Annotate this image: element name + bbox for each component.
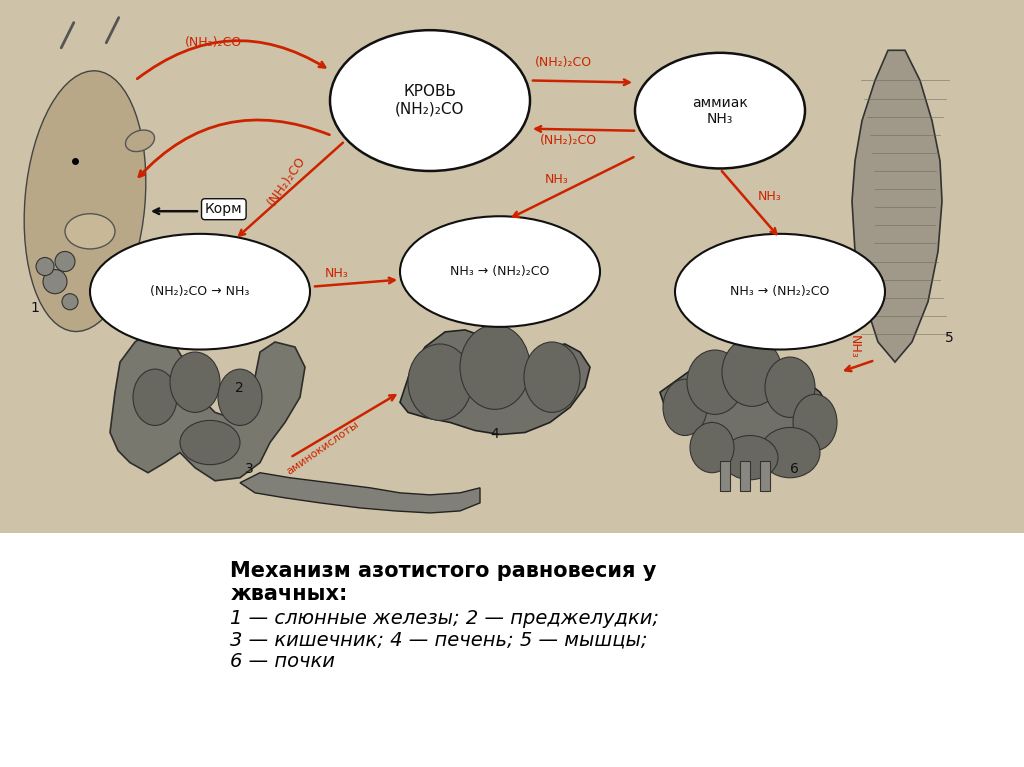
Text: аммиак
NH₃: аммиак NH₃ xyxy=(692,96,748,126)
FancyArrowPatch shape xyxy=(61,22,74,48)
Text: КРОВЬ
(NH₂)₂CO: КРОВЬ (NH₂)₂CO xyxy=(395,84,465,117)
Ellipse shape xyxy=(760,427,820,478)
Ellipse shape xyxy=(460,325,530,410)
Ellipse shape xyxy=(675,234,885,350)
Bar xyxy=(720,461,730,491)
Text: 3: 3 xyxy=(245,462,254,476)
Ellipse shape xyxy=(635,53,805,169)
Text: NH₃ → (NH₂)₂CO: NH₃ → (NH₂)₂CO xyxy=(451,265,550,278)
Ellipse shape xyxy=(687,350,743,414)
Ellipse shape xyxy=(793,394,837,450)
Text: 3 — кишечник; 4 — печень; 5 — мышцы;: 3 — кишечник; 4 — печень; 5 — мышцы; xyxy=(230,630,648,650)
Text: (NH₂)₂CO: (NH₂)₂CO xyxy=(540,134,597,147)
Ellipse shape xyxy=(690,423,734,472)
Ellipse shape xyxy=(663,379,707,436)
Text: NH₃: NH₃ xyxy=(325,267,349,280)
Circle shape xyxy=(62,294,78,310)
Polygon shape xyxy=(660,352,835,465)
Circle shape xyxy=(55,252,75,272)
Ellipse shape xyxy=(170,352,220,413)
Text: NH₃: NH₃ xyxy=(545,173,568,186)
Text: Корм: Корм xyxy=(205,202,243,216)
Text: (NH₂)₂CO: (NH₂)₂CO xyxy=(265,154,308,208)
Polygon shape xyxy=(852,51,942,362)
Text: NH₃: NH₃ xyxy=(758,189,781,202)
Circle shape xyxy=(43,269,67,294)
Text: NH₃ → (NH₂)₂CO: NH₃ → (NH₂)₂CO xyxy=(730,285,829,298)
Text: Механизм азотистого равновесия у: Механизм азотистого равновесия у xyxy=(230,561,656,581)
Bar xyxy=(740,461,750,491)
Polygon shape xyxy=(400,330,590,434)
Ellipse shape xyxy=(330,30,530,171)
Text: 1 — слюнные железы; 2 — преджелудки;: 1 — слюнные железы; 2 — преджелудки; xyxy=(230,609,659,628)
Text: 1: 1 xyxy=(30,301,39,314)
Ellipse shape xyxy=(765,357,815,417)
Ellipse shape xyxy=(408,344,472,420)
Polygon shape xyxy=(110,332,305,481)
Text: (NH₂)₂CO: (NH₂)₂CO xyxy=(535,56,592,69)
Text: 6: 6 xyxy=(790,462,799,476)
Text: (NH₂)₂CO: (NH₂)₂CO xyxy=(185,36,242,49)
Ellipse shape xyxy=(180,420,240,465)
Ellipse shape xyxy=(400,216,600,327)
Text: (NH₂)₂CO → NH₃: (NH₂)₂CO → NH₃ xyxy=(151,285,250,298)
Ellipse shape xyxy=(722,338,782,407)
Bar xyxy=(760,461,770,491)
Text: 2: 2 xyxy=(234,381,244,395)
Text: NH₃: NH₃ xyxy=(848,335,861,359)
Text: жвачных:: жвачных: xyxy=(230,584,348,604)
Text: 5: 5 xyxy=(945,331,953,345)
Ellipse shape xyxy=(218,369,262,426)
Ellipse shape xyxy=(65,214,115,249)
Circle shape xyxy=(36,258,54,275)
Ellipse shape xyxy=(133,369,177,426)
Text: 4: 4 xyxy=(490,426,499,440)
Text: аминокислоты: аминокислоты xyxy=(285,419,361,476)
Ellipse shape xyxy=(524,342,580,413)
Ellipse shape xyxy=(722,436,778,480)
Ellipse shape xyxy=(25,71,145,331)
FancyArrowPatch shape xyxy=(106,18,119,43)
Ellipse shape xyxy=(126,130,155,152)
Ellipse shape xyxy=(90,234,310,350)
Text: 6 — почки: 6 — почки xyxy=(230,652,335,671)
Polygon shape xyxy=(240,472,480,513)
